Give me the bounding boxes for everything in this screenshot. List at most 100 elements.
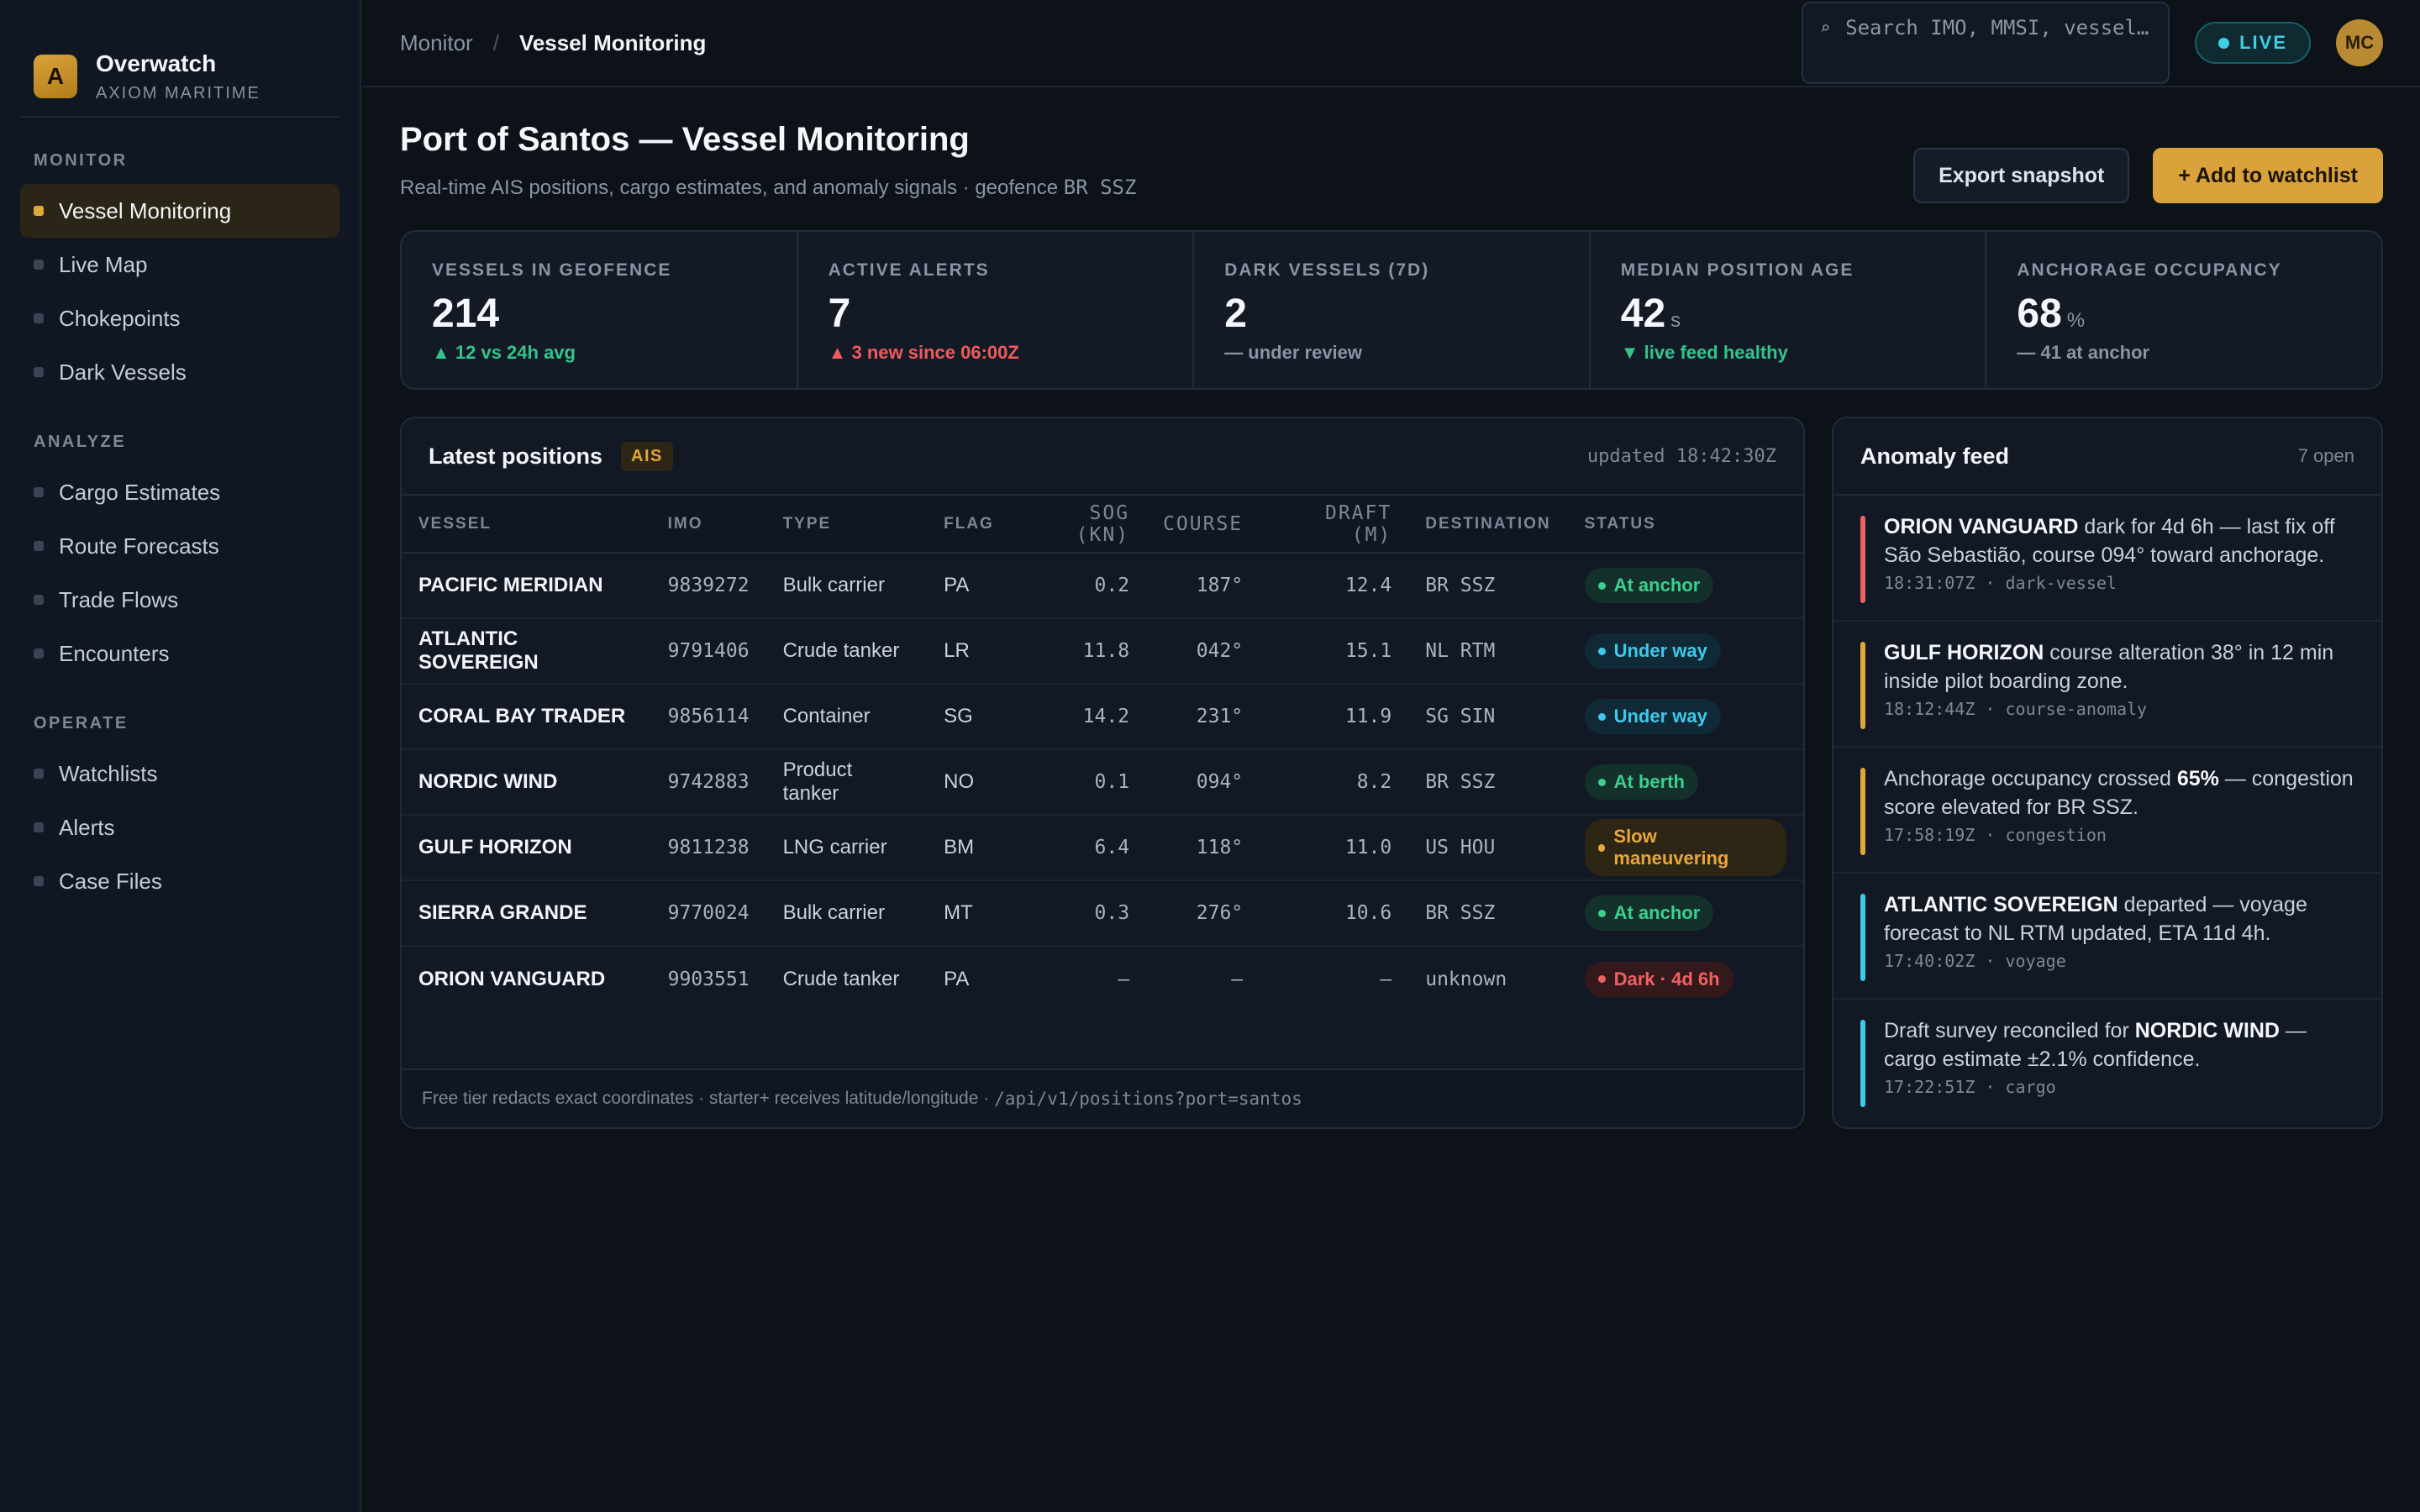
live-label: LIVE — [2239, 32, 2287, 53]
sidebar-item-chokepoints[interactable]: Chokepoints — [20, 291, 339, 345]
draft: 11.0 — [1260, 815, 1409, 881]
course: 042° — [1146, 618, 1260, 685]
table-row[interactable]: SIERRA GRANDE 9770024 Bulk carrier MT 0.… — [402, 880, 1803, 947]
sidebar-item-cargo-estimates[interactable]: Cargo Estimates — [20, 465, 339, 519]
vessel-type: Product tanker — [765, 749, 928, 816]
bullet-icon — [34, 595, 44, 605]
topbar: Monitor / Vessel Monitoring ⌕ Search IMO… — [363, 0, 2420, 87]
bullet-icon — [34, 648, 44, 659]
live-dot-icon — [2218, 37, 2230, 49]
column-header-type[interactable]: TYPE — [765, 496, 928, 554]
sidebar-item-watchlists[interactable]: Watchlists — [20, 747, 339, 801]
search-input[interactable]: ⌕ Search IMO, MMSI, vessel… — [1802, 2, 2170, 84]
course: 094° — [1146, 749, 1260, 816]
kpi-delta: ▲ 12 vs 24h avg — [432, 342, 576, 363]
list-item[interactable]: Anchorage occupancy crossed 65% — conges… — [1833, 748, 2381, 874]
imo: 9903551 — [667, 968, 750, 990]
vessel-type: Crude tanker — [782, 967, 900, 990]
column-header-course[interactable]: COURSE — [1146, 496, 1260, 554]
destination: unknown — [1425, 968, 1507, 990]
kpi-label: ACTIVE ALERTS — [828, 260, 990, 280]
sidebar-item-vessel-monitoring[interactable]: Vessel Monitoring — [20, 184, 339, 238]
list-item[interactable]: GULF HORIZON course alteration 38° in 12… — [1833, 622, 2381, 748]
breadcrumb-monitor[interactable]: Monitor — [400, 29, 473, 55]
add-to-watchlist-button[interactable]: + Add to watchlist — [2153, 148, 2383, 203]
column-header-sog[interactable]: SOG (KN) — [1010, 496, 1147, 554]
flag: NO — [927, 749, 1011, 816]
search-placeholder: Search IMO, MMSI, vessel… — [1845, 16, 2149, 39]
table-row[interactable]: PACIFIC MERIDIAN 9839272 Bulk carrier PA… — [402, 553, 1803, 619]
vessel-name: CORAL BAY TRADER — [402, 684, 651, 750]
sidebar-item-live-map[interactable]: Live Map — [20, 238, 339, 291]
feed-text: Anchorage occupancy crossed 65% — conges… — [1884, 767, 2354, 819]
kpi-row: VESSELS IN GEOFENCE 214 ▲ 12 vs 24h avg … — [400, 230, 2383, 390]
kpi-label: VESSELS IN GEOFENCE — [432, 260, 672, 280]
course: 187° — [1146, 553, 1260, 619]
severity-bar — [1860, 894, 1865, 981]
bullet-icon — [34, 487, 44, 497]
flag: LR — [927, 618, 1011, 685]
feed-meta: 17:58:19Z · congestion — [1884, 825, 2107, 845]
course: 231° — [1146, 684, 1260, 750]
vessel-name: PACIFIC MERIDIAN — [402, 553, 651, 619]
bullet-icon — [34, 769, 44, 779]
vessel-name: ATLANTIC SOVEREIGN — [402, 618, 651, 685]
avatar[interactable]: MC — [2336, 19, 2383, 66]
sidebar-item-encounters[interactable]: Encounters — [20, 627, 339, 680]
panel-title: Latest positions — [429, 443, 603, 469]
sidebar-item-alerts[interactable]: Alerts — [20, 801, 339, 854]
breadcrumb-current: Vessel Monitoring — [518, 29, 707, 55]
list-item[interactable]: ORION VANGUARD dark for 4d 6h — last fix… — [1833, 496, 2381, 622]
column-header-status[interactable]: STATUS — [1567, 496, 1803, 554]
feed-meta: 17:22:51Z · cargo — [1884, 1077, 2056, 1097]
table-row[interactable]: CORAL BAY TRADER 9856114 Container SG 14… — [402, 684, 1803, 750]
sidebar-item-label: Live Map — [59, 251, 148, 277]
destination: SG SIN — [1408, 684, 1568, 750]
sog: — — [1118, 968, 1130, 990]
table-row[interactable]: ATLANTIC SOVEREIGN 9791406 Crude tanker … — [402, 618, 1803, 685]
status-badge: Under way — [1584, 633, 1721, 669]
export-snapshot-button[interactable]: Export snapshot — [1913, 148, 2130, 203]
table-row[interactable]: ORION VANGUARD 9903551 Crude tanker PA —… — [402, 946, 1803, 1011]
positions-table: VESSEL IMO TYPE FLAG SOG (KN) COURSE DRA… — [402, 496, 1803, 1011]
kpi-unit: % — [2066, 309, 2086, 332]
page-header: Port of Santos — Vessel Monitoring Real-… — [400, 121, 2383, 205]
sidebar-item-case-files[interactable]: Case Files — [20, 854, 339, 908]
column-header-draft[interactable]: DRAFT (M) — [1260, 496, 1409, 554]
feed-text: GULF HORIZON course alteration 38° in 12… — [1884, 641, 2334, 693]
column-header-imo[interactable]: IMO — [650, 496, 766, 554]
column-header-flag[interactable]: FLAG — [927, 496, 1011, 554]
positions-footer: Free tier redacts exact coordinates · st… — [402, 1068, 1803, 1127]
feed-meta: 18:31:07Z · dark-vessel — [1884, 573, 2117, 593]
column-header-destination[interactable]: DESTINATION — [1408, 496, 1568, 554]
brand-logo: A — [34, 55, 77, 98]
status-badge: At berth — [1584, 764, 1698, 800]
brand[interactable]: A Overwatch AXIOM MARITIME — [20, 0, 339, 118]
sidebar-item-label: Encounters — [59, 640, 170, 666]
table-row[interactable]: NORDIC WIND 9742883 Product tanker NO 0.… — [402, 749, 1803, 816]
nav-heading-operate: OPERATE — [34, 714, 129, 732]
sidebar-item-route-forecasts[interactable]: Route Forecasts — [20, 519, 339, 573]
sog: 0.2 — [1010, 553, 1147, 619]
kpi-active-alerts: ACTIVE ALERTS 7 ▲ 3 new since 06:00Z — [798, 232, 1195, 388]
draft: 10.6 — [1260, 880, 1409, 947]
kpi-delta: ▼ live feed healthy — [1620, 342, 1788, 363]
column-header-vessel[interactable]: VESSEL — [402, 496, 651, 554]
sog: 0.3 — [1010, 880, 1147, 947]
draft: 11.9 — [1260, 684, 1409, 750]
sidebar-item-dark-vessels[interactable]: Dark Vessels — [20, 345, 339, 399]
list-item[interactable]: Draft survey reconciled for NORDIC WIND … — [1833, 1000, 2381, 1126]
nav-operate: OPERATE Watchlists Alerts Case Files — [0, 714, 360, 908]
anomaly-feed-panel: Anomaly feed 7 open ORION VANGUARD dark … — [1832, 417, 2383, 1129]
kpi-value: 214 — [432, 291, 500, 336]
kpi-unit: s — [1670, 309, 1681, 332]
list-item[interactable]: ATLANTIC SOVEREIGN departed — voyage for… — [1833, 874, 2381, 1000]
bullet-icon — [34, 367, 44, 377]
sidebar-item-label: Route Forecasts — [59, 533, 219, 559]
table-row[interactable]: GULF HORIZON 9811238 LNG carrier BM 6.4 … — [402, 815, 1803, 881]
live-indicator[interactable]: LIVE — [2195, 22, 2311, 64]
sidebar-item-trade-flows[interactable]: Trade Flows — [20, 573, 339, 627]
sidebar-item-label: Cargo Estimates — [59, 479, 221, 505]
vessel-type: Crude tanker — [765, 618, 928, 685]
status-dot-icon — [1597, 843, 1606, 852]
